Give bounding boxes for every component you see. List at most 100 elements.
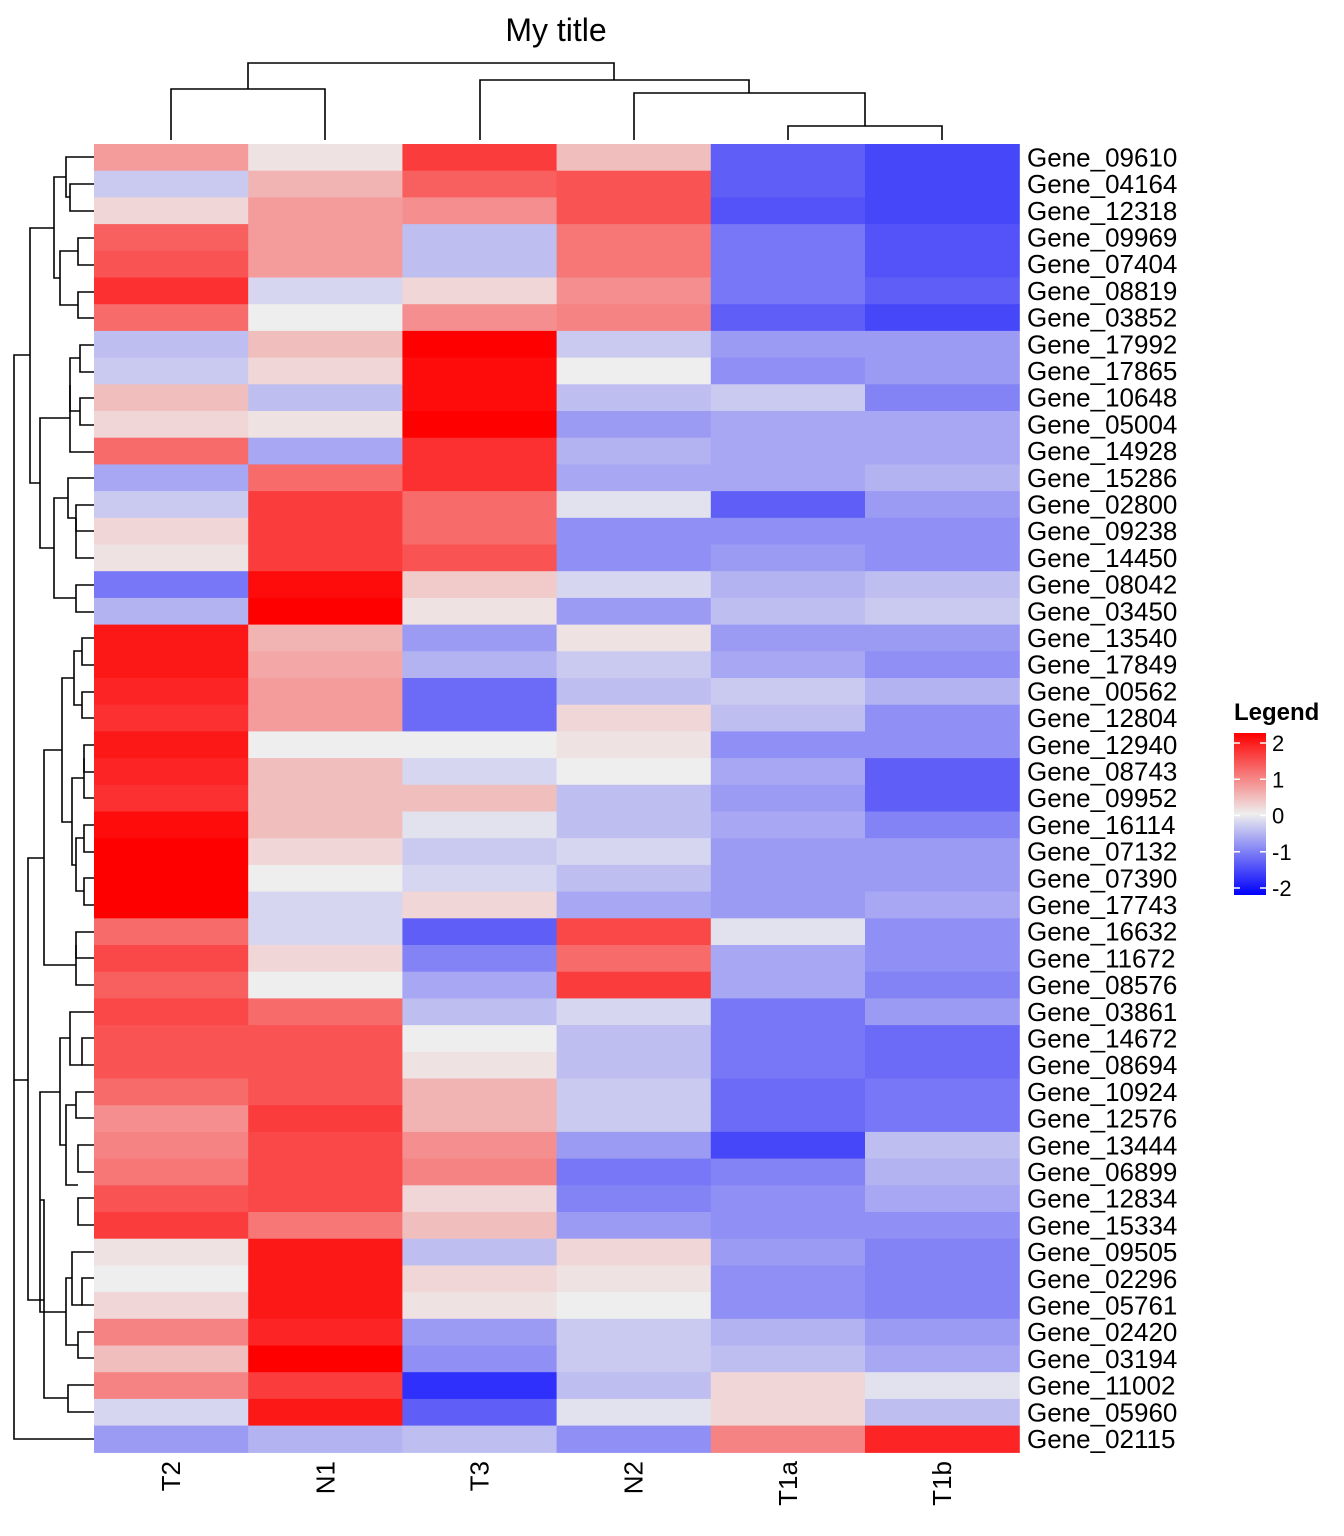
heatmap-cell [94,784,249,813]
heatmap-cell [710,437,866,465]
heatmap-cell [865,811,1020,839]
row-label: Gene_05004 [1027,409,1177,439]
heatmap-cell [556,544,712,572]
heatmap-cell [402,624,558,652]
heatmap-cell [402,945,558,973]
heatmap-cell [248,491,403,519]
heatmap-cell [402,784,558,813]
heatmap-cell [556,704,712,732]
legend-ticks: 2 1 0 -1 -2 [1234,731,1292,901]
heatmap-cell [248,891,403,919]
heatmap-cell [865,1265,1020,1293]
row-label: Gene_08042 [1027,570,1177,600]
heatmap-cell [248,1345,403,1373]
heatmap-cell [94,437,249,465]
row-label: Gene_07390 [1027,863,1177,893]
row-label: Gene_08743 [1027,756,1177,786]
heatmap-cell [94,544,249,572]
heatmap-cell [865,357,1020,385]
legend-tick-label: -1 [1272,840,1292,865]
heatmap-cell [556,811,712,839]
heatmap-cell [556,1051,712,1080]
heatmap-cell [710,1425,866,1453]
heatmap-cell [556,864,712,893]
heatmap-cell [710,1078,866,1106]
heatmap-cell [94,945,249,973]
heatmap-cell [248,918,403,946]
heatmap-cell [248,304,403,332]
heatmap-cell [865,1372,1020,1400]
heatmap-cell [94,1318,249,1347]
row-label: Gene_03450 [1027,596,1177,626]
heatmap-cell [402,704,558,732]
row-label: Gene_03861 [1027,997,1177,1027]
heatmap-cell [94,704,249,732]
heatmap-cell [710,304,866,332]
row-label: Gene_17743 [1027,890,1177,920]
heatmap-cell [865,1185,1020,1213]
heatmap-cell [402,571,558,599]
heatmap-cell [248,678,403,706]
heatmap-cell [556,464,712,492]
heatmap-cell [402,491,558,519]
row-label: Gene_14928 [1027,436,1177,466]
heatmap-cell [865,918,1020,946]
heatmap-cell [556,918,712,946]
heatmap-cell [248,971,403,999]
heatmap-cell [94,891,249,919]
heatmap-cell [94,144,249,172]
heatmap-cell [248,1212,403,1240]
heatmap-cell [710,1318,866,1347]
row-label: Gene_12834 [1027,1184,1177,1214]
heatmap-cell [248,437,403,465]
heatmap-cell [556,1078,712,1106]
heatmap-cell [94,1212,249,1240]
heatmap-cell [865,891,1020,919]
heatmap-cell [865,517,1020,546]
heatmap-cell [248,224,403,252]
heatmap-cell [556,517,712,546]
heatmap-cell [865,1292,1020,1320]
heatmap-cell [556,1425,712,1453]
heatmap-cell [710,624,866,652]
heatmap-cell [710,1372,866,1400]
heatmap-cell [710,945,866,973]
heatmap-cell [248,784,403,813]
heatmap-cell [248,517,403,546]
heatmap-cell [402,197,558,225]
heatmap-cell [556,357,712,385]
heatmap-cell [248,571,403,599]
heatmap-cell [402,864,558,893]
row-dendrogram [13,156,94,1440]
heatmap-cell [865,998,1020,1026]
heatmap-cell [248,758,403,786]
heatmap-cell [710,1131,866,1160]
row-label: Gene_05960 [1027,1397,1177,1427]
heatmap-cell [710,384,866,412]
row-label: Gene_13444 [1027,1130,1177,1160]
heatmap-cell [248,1318,403,1347]
heatmap-cell [556,1212,712,1240]
row-label: Gene_03852 [1027,303,1177,333]
heatmap-cell [865,1131,1020,1160]
heatmap-cell [402,971,558,999]
chart-title: My title [505,12,606,48]
legend-tick-label: -2 [1272,876,1292,901]
heatmap-cell [710,1212,866,1240]
row-label: Gene_00562 [1027,676,1177,706]
heatmap-cell [710,784,866,813]
row-label: Gene_09505 [1027,1237,1177,1267]
heatmap-cell [402,1238,558,1266]
heatmap-cell [710,971,866,999]
heatmap-cell [248,811,403,839]
heatmap-cell [710,811,866,839]
heatmap-cell [248,330,403,359]
heatmap-cell [710,277,866,305]
heatmap-cell [710,1025,866,1053]
heatmap-cell [556,144,712,172]
column-label: T3 [465,1461,495,1491]
heatmap-cell [94,464,249,492]
heatmap-cell [94,330,249,359]
heatmap-cell [710,170,866,198]
heatmap-cell [710,1345,866,1373]
